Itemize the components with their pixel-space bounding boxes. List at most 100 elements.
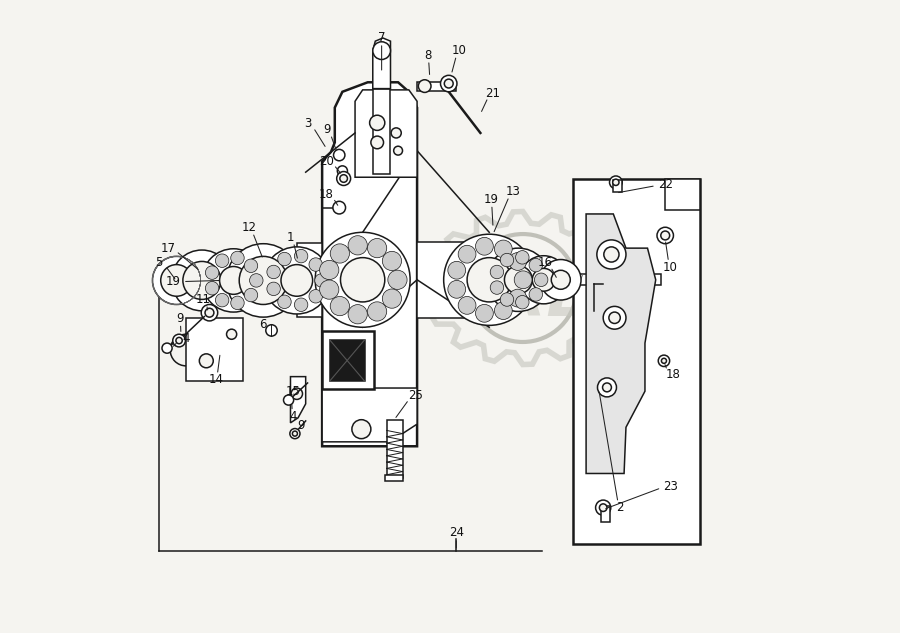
Text: 15: 15 <box>285 385 301 398</box>
Circle shape <box>205 308 214 317</box>
Circle shape <box>266 325 277 336</box>
Circle shape <box>340 258 385 302</box>
Text: 25: 25 <box>408 389 423 402</box>
Circle shape <box>320 260 339 280</box>
Bar <box>567 274 661 285</box>
Circle shape <box>330 296 349 316</box>
Circle shape <box>294 249 308 263</box>
Text: 22: 22 <box>658 179 672 191</box>
Circle shape <box>220 266 248 294</box>
Text: 6: 6 <box>259 318 267 331</box>
Circle shape <box>529 258 543 272</box>
Circle shape <box>458 296 476 314</box>
Bar <box>512 274 575 285</box>
Circle shape <box>337 172 351 185</box>
Circle shape <box>494 302 512 320</box>
Polygon shape <box>586 214 656 473</box>
Circle shape <box>334 149 345 161</box>
Text: 13: 13 <box>506 185 521 198</box>
Bar <box>329 340 364 381</box>
Bar <box>573 179 700 544</box>
Circle shape <box>309 258 322 272</box>
Circle shape <box>541 260 581 300</box>
Circle shape <box>504 266 532 294</box>
Text: 9: 9 <box>298 419 305 432</box>
Circle shape <box>249 273 263 287</box>
Polygon shape <box>355 90 417 177</box>
Text: 1: 1 <box>287 231 294 244</box>
Circle shape <box>267 282 281 296</box>
Circle shape <box>371 136 383 149</box>
Circle shape <box>475 304 493 322</box>
Text: 21: 21 <box>485 87 500 99</box>
Text: 4: 4 <box>289 410 297 423</box>
Text: 20: 20 <box>320 155 334 168</box>
Circle shape <box>613 179 619 185</box>
Circle shape <box>367 239 387 258</box>
Circle shape <box>448 261 465 279</box>
Circle shape <box>491 281 504 294</box>
Text: 17: 17 <box>161 242 176 254</box>
Text: 11: 11 <box>195 293 211 306</box>
Circle shape <box>348 235 367 255</box>
Circle shape <box>532 268 555 291</box>
Text: 9: 9 <box>323 123 330 136</box>
Circle shape <box>202 249 266 312</box>
Circle shape <box>535 273 548 287</box>
Polygon shape <box>322 82 417 446</box>
Text: 16: 16 <box>537 256 553 269</box>
Circle shape <box>500 293 514 306</box>
Circle shape <box>294 298 308 311</box>
Circle shape <box>514 271 532 289</box>
Circle shape <box>609 312 620 323</box>
Circle shape <box>176 337 182 344</box>
Circle shape <box>388 270 407 289</box>
Circle shape <box>292 431 297 436</box>
Circle shape <box>604 247 619 262</box>
Circle shape <box>516 251 529 264</box>
Circle shape <box>444 234 535 325</box>
Circle shape <box>370 115 385 130</box>
Text: 2: 2 <box>616 501 624 514</box>
Circle shape <box>205 266 219 279</box>
Circle shape <box>352 420 371 439</box>
Circle shape <box>172 250 232 311</box>
Circle shape <box>278 253 292 266</box>
Circle shape <box>215 294 229 307</box>
Text: 18: 18 <box>665 368 680 381</box>
Circle shape <box>603 383 611 392</box>
Circle shape <box>657 227 673 244</box>
Bar <box>600 506 610 522</box>
Circle shape <box>519 256 568 304</box>
Circle shape <box>475 237 493 255</box>
Text: 23: 23 <box>662 480 678 492</box>
Bar <box>417 82 456 91</box>
Circle shape <box>320 280 339 299</box>
Circle shape <box>227 244 300 317</box>
Circle shape <box>658 355 670 367</box>
Circle shape <box>291 388 302 399</box>
Circle shape <box>215 254 229 267</box>
Circle shape <box>230 251 244 265</box>
Circle shape <box>516 296 529 309</box>
Text: 24: 24 <box>449 527 464 539</box>
Circle shape <box>315 273 328 287</box>
Circle shape <box>244 289 257 302</box>
Bar <box>322 331 374 389</box>
Text: 18: 18 <box>320 188 334 201</box>
Circle shape <box>467 258 511 302</box>
Circle shape <box>348 304 367 324</box>
Polygon shape <box>291 377 306 423</box>
Circle shape <box>290 429 300 439</box>
Bar <box>385 475 403 481</box>
Text: 4: 4 <box>183 332 190 345</box>
Circle shape <box>162 343 172 353</box>
Text: 3: 3 <box>304 117 311 130</box>
Polygon shape <box>417 242 491 318</box>
Circle shape <box>599 504 607 511</box>
Circle shape <box>230 296 244 310</box>
Text: 19: 19 <box>483 193 499 206</box>
Circle shape <box>609 176 622 189</box>
Text: 12: 12 <box>241 222 256 234</box>
Circle shape <box>244 259 257 272</box>
